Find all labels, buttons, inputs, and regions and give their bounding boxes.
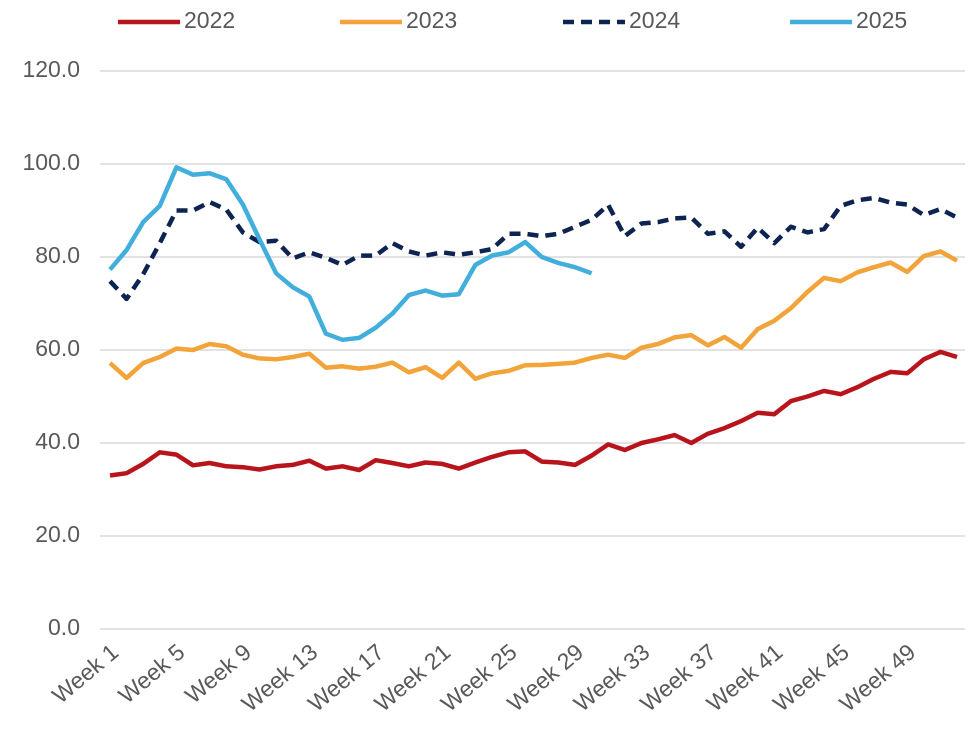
y-tick-label: 40.0 bbox=[35, 428, 80, 454]
y-tick-label: 20.0 bbox=[35, 521, 80, 547]
legend-label: 2024 bbox=[629, 7, 680, 33]
y-tick-label: 100.0 bbox=[22, 149, 80, 175]
y-tick-label: 80.0 bbox=[35, 242, 80, 268]
legend-label: 2023 bbox=[406, 7, 457, 33]
x-tick-label: Week 49 bbox=[834, 639, 920, 717]
legend-label: 2025 bbox=[856, 7, 907, 33]
y-tick-label: 120.0 bbox=[22, 56, 80, 82]
series-line bbox=[108, 195, 959, 302]
x-tick-label: Week 1 bbox=[47, 639, 123, 709]
series-line bbox=[108, 165, 593, 343]
series-line bbox=[108, 249, 959, 382]
y-tick-label: 60.0 bbox=[35, 335, 80, 361]
legend-label: 2022 bbox=[184, 7, 235, 33]
y-tick-label: 0.0 bbox=[48, 614, 80, 640]
series-line bbox=[109, 349, 958, 478]
x-tick-label: Week 5 bbox=[113, 639, 189, 709]
